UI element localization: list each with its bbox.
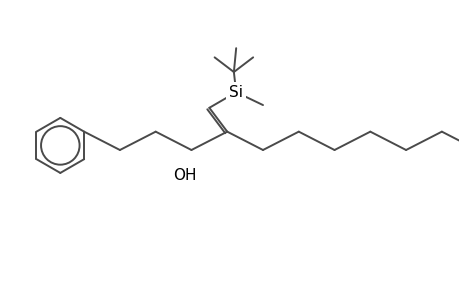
Text: Si: Si <box>229 85 243 100</box>
Text: OH: OH <box>173 168 196 183</box>
